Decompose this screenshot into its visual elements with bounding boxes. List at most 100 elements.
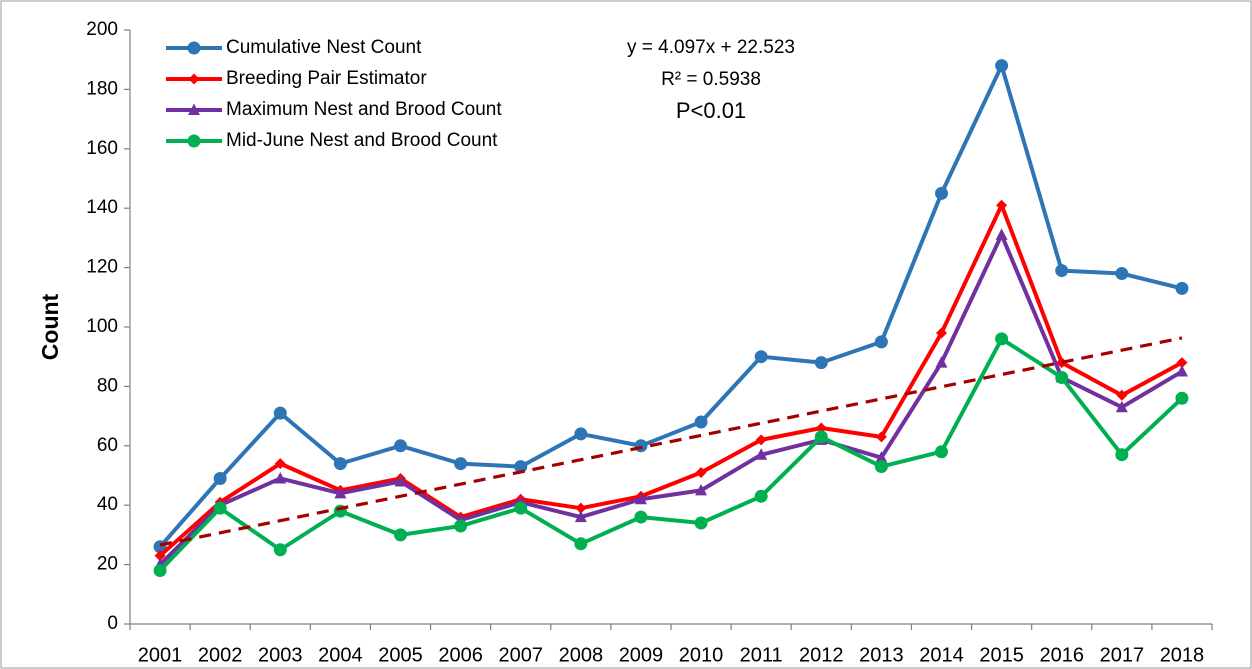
- marker: [1175, 365, 1188, 377]
- y-tick-label: 180: [86, 78, 118, 99]
- x-tick-label: 2016: [1039, 644, 1084, 666]
- y-axis-title: Count: [37, 293, 63, 360]
- x-tick-label: 2007: [498, 644, 543, 666]
- marker: [874, 335, 888, 349]
- marker: [514, 501, 528, 515]
- series-line: [158, 336, 1184, 572]
- x-tick-label: 2010: [679, 644, 724, 666]
- marker: [754, 489, 768, 503]
- marker: [213, 471, 227, 485]
- x-tick-label: 2008: [559, 644, 604, 666]
- x-tick-label: 2006: [438, 644, 483, 666]
- x-tick-label: 2013: [859, 644, 904, 666]
- series-line: [158, 63, 1183, 549]
- y-tick-label: 200: [86, 19, 118, 40]
- x-tick-label: 2004: [318, 644, 363, 666]
- y-tick-label: 60: [97, 435, 118, 456]
- y-tick-label: 40: [97, 494, 118, 515]
- marker: [875, 451, 888, 463]
- x-tick-label: 2011: [740, 644, 783, 666]
- marker: [935, 186, 948, 200]
- marker: [634, 439, 648, 453]
- marker: [815, 422, 827, 434]
- marker: [755, 448, 768, 460]
- marker: [1056, 357, 1068, 369]
- marker: [394, 439, 407, 453]
- marker: [996, 199, 1008, 211]
- x-tick-label: 2003: [258, 644, 303, 666]
- marker: [394, 474, 407, 487]
- y-tick-label: 100: [86, 316, 118, 337]
- marker: [333, 457, 347, 471]
- marker: [273, 543, 287, 557]
- x-tick-label: 2014: [919, 644, 964, 666]
- marker: [334, 486, 347, 499]
- marker: [1115, 400, 1128, 413]
- legend-marker: [188, 73, 200, 85]
- marker: [814, 430, 828, 444]
- x-tick-label: 2009: [619, 644, 664, 666]
- x-tick-label: 2002: [198, 644, 243, 666]
- x-tick-label: 2012: [799, 644, 844, 666]
- x-tick-label: 2015: [979, 644, 1024, 666]
- marker: [274, 458, 286, 470]
- x-tick-label: 2017: [1100, 644, 1145, 666]
- marker: [274, 471, 287, 484]
- trendline: [159, 336, 1183, 547]
- marker: [575, 502, 587, 514]
- marker: [634, 510, 648, 524]
- marker: [936, 327, 947, 339]
- marker: [454, 519, 468, 533]
- marker: [875, 431, 887, 443]
- y-tick-label: 160: [86, 138, 118, 159]
- marker: [935, 445, 948, 459]
- legend-label: Mid-June Nest and Brood Count: [226, 130, 498, 151]
- marker: [754, 350, 768, 364]
- y-tick-label: 140: [86, 197, 118, 218]
- marker: [995, 332, 1009, 346]
- marker: [273, 406, 287, 420]
- marker: [574, 537, 588, 551]
- marker: [995, 59, 1009, 73]
- marker: [1115, 448, 1129, 462]
- x-tick-label: 2018: [1160, 644, 1205, 666]
- y-tick-label: 120: [86, 257, 118, 278]
- marker: [213, 501, 227, 515]
- marker: [1175, 281, 1189, 295]
- marker: [694, 516, 708, 530]
- marker: [874, 460, 888, 474]
- marker: [1055, 370, 1069, 384]
- marker: [755, 434, 767, 446]
- legend-marker: [187, 134, 201, 148]
- trend-r2: R² = 0.5938: [661, 69, 761, 90]
- marker: [1176, 357, 1188, 369]
- y-tick-label: 80: [97, 375, 118, 396]
- series-line: [158, 203, 1183, 558]
- legend-label: Breeding Pair Estimator: [226, 68, 427, 89]
- marker: [394, 528, 407, 542]
- marker: [454, 457, 468, 471]
- marker: [814, 356, 828, 370]
- marker: [153, 564, 167, 578]
- series-line: [158, 232, 1183, 567]
- marker: [634, 492, 647, 505]
- marker: [935, 356, 948, 368]
- marker: [995, 228, 1008, 240]
- y-tick-label: 20: [97, 554, 118, 575]
- marker: [1116, 389, 1128, 401]
- marker: [574, 427, 588, 441]
- marker: [1175, 391, 1189, 405]
- legend-label: Cumulative Nest Count: [226, 37, 422, 58]
- legend-label: Maximum Nest and Brood Count: [226, 99, 502, 120]
- marker: [694, 415, 708, 429]
- marker: [154, 550, 166, 562]
- marker: [1055, 264, 1069, 278]
- marker: [1115, 267, 1129, 281]
- x-tick-label: 2005: [378, 644, 423, 666]
- trend-equation: y = 4.097x + 22.523: [627, 37, 795, 58]
- marker: [695, 483, 708, 496]
- trend-p: P<0.01: [676, 98, 746, 123]
- legend-marker: [187, 41, 201, 55]
